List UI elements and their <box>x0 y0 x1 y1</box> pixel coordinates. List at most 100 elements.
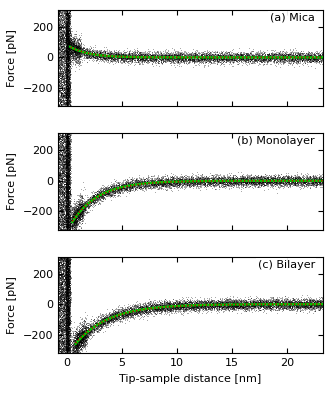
Point <box>159 303 165 310</box>
Point <box>72 221 78 228</box>
Point <box>87 53 92 59</box>
Point <box>131 303 136 309</box>
Point <box>66 209 71 216</box>
Point <box>65 257 70 263</box>
Point <box>164 304 169 310</box>
Point <box>70 346 75 353</box>
Point <box>78 47 83 54</box>
Point <box>234 176 239 182</box>
Point <box>316 306 322 313</box>
Point <box>306 299 311 305</box>
Point <box>77 342 82 348</box>
Point <box>63 60 68 66</box>
Point <box>149 303 154 309</box>
Point <box>66 306 71 312</box>
Point <box>182 180 187 186</box>
Point <box>76 339 81 345</box>
Point <box>211 177 216 183</box>
Point <box>66 299 71 306</box>
Point <box>153 306 158 312</box>
Point <box>57 136 62 142</box>
Point <box>101 182 106 188</box>
Point <box>94 190 99 197</box>
Point <box>243 57 248 63</box>
Point <box>183 176 189 182</box>
Point <box>76 44 81 50</box>
Point <box>66 78 71 84</box>
Point <box>58 190 63 196</box>
Point <box>116 312 121 318</box>
Point <box>64 316 70 322</box>
Point <box>119 313 124 320</box>
Point <box>283 174 288 181</box>
Point <box>65 270 70 277</box>
Point <box>147 302 152 308</box>
Point <box>123 180 129 187</box>
Point <box>67 255 72 261</box>
Point <box>61 269 67 275</box>
Point <box>66 47 71 53</box>
Point <box>254 174 259 180</box>
Point <box>69 217 74 223</box>
Point <box>65 20 70 26</box>
Point <box>216 57 221 64</box>
Point <box>65 53 70 60</box>
Point <box>283 300 288 306</box>
Point <box>279 53 284 59</box>
Point <box>223 179 229 185</box>
Point <box>178 304 183 310</box>
Point <box>65 304 70 311</box>
Point <box>185 299 190 305</box>
Point <box>74 209 79 216</box>
Point <box>57 297 62 304</box>
Point <box>263 55 269 61</box>
Point <box>289 57 294 63</box>
Point <box>143 55 148 61</box>
Point <box>61 136 67 143</box>
Point <box>118 314 123 320</box>
Point <box>66 274 71 280</box>
Point <box>183 49 189 55</box>
Point <box>213 304 218 310</box>
Point <box>65 259 70 265</box>
Point <box>275 301 280 308</box>
Point <box>279 302 284 309</box>
Point <box>168 303 173 310</box>
Point <box>68 341 73 348</box>
Point <box>61 153 66 160</box>
Point <box>61 133 67 139</box>
Point <box>220 53 225 60</box>
Point <box>298 180 304 186</box>
Point <box>221 300 226 306</box>
Point <box>269 300 274 307</box>
Point <box>57 256 62 262</box>
Point <box>268 56 273 63</box>
Point <box>72 52 77 59</box>
Point <box>62 161 67 167</box>
Point <box>164 303 169 309</box>
Point <box>70 44 75 51</box>
Point <box>312 55 318 61</box>
Point <box>60 325 65 331</box>
Point <box>71 347 77 354</box>
Point <box>56 10 61 16</box>
Point <box>72 349 77 355</box>
Point <box>142 307 148 314</box>
Point <box>64 56 69 63</box>
Point <box>63 328 68 334</box>
Point <box>279 300 284 307</box>
Point <box>261 49 266 55</box>
Point <box>128 187 134 194</box>
Point <box>307 175 313 181</box>
Point <box>270 180 275 187</box>
Point <box>109 185 115 192</box>
Point <box>193 58 198 64</box>
Point <box>109 314 114 320</box>
Point <box>137 301 143 307</box>
Point <box>65 42 70 49</box>
Point <box>66 346 71 353</box>
Point <box>72 213 77 219</box>
Point <box>108 54 114 60</box>
Point <box>70 345 75 351</box>
Point <box>66 200 71 206</box>
